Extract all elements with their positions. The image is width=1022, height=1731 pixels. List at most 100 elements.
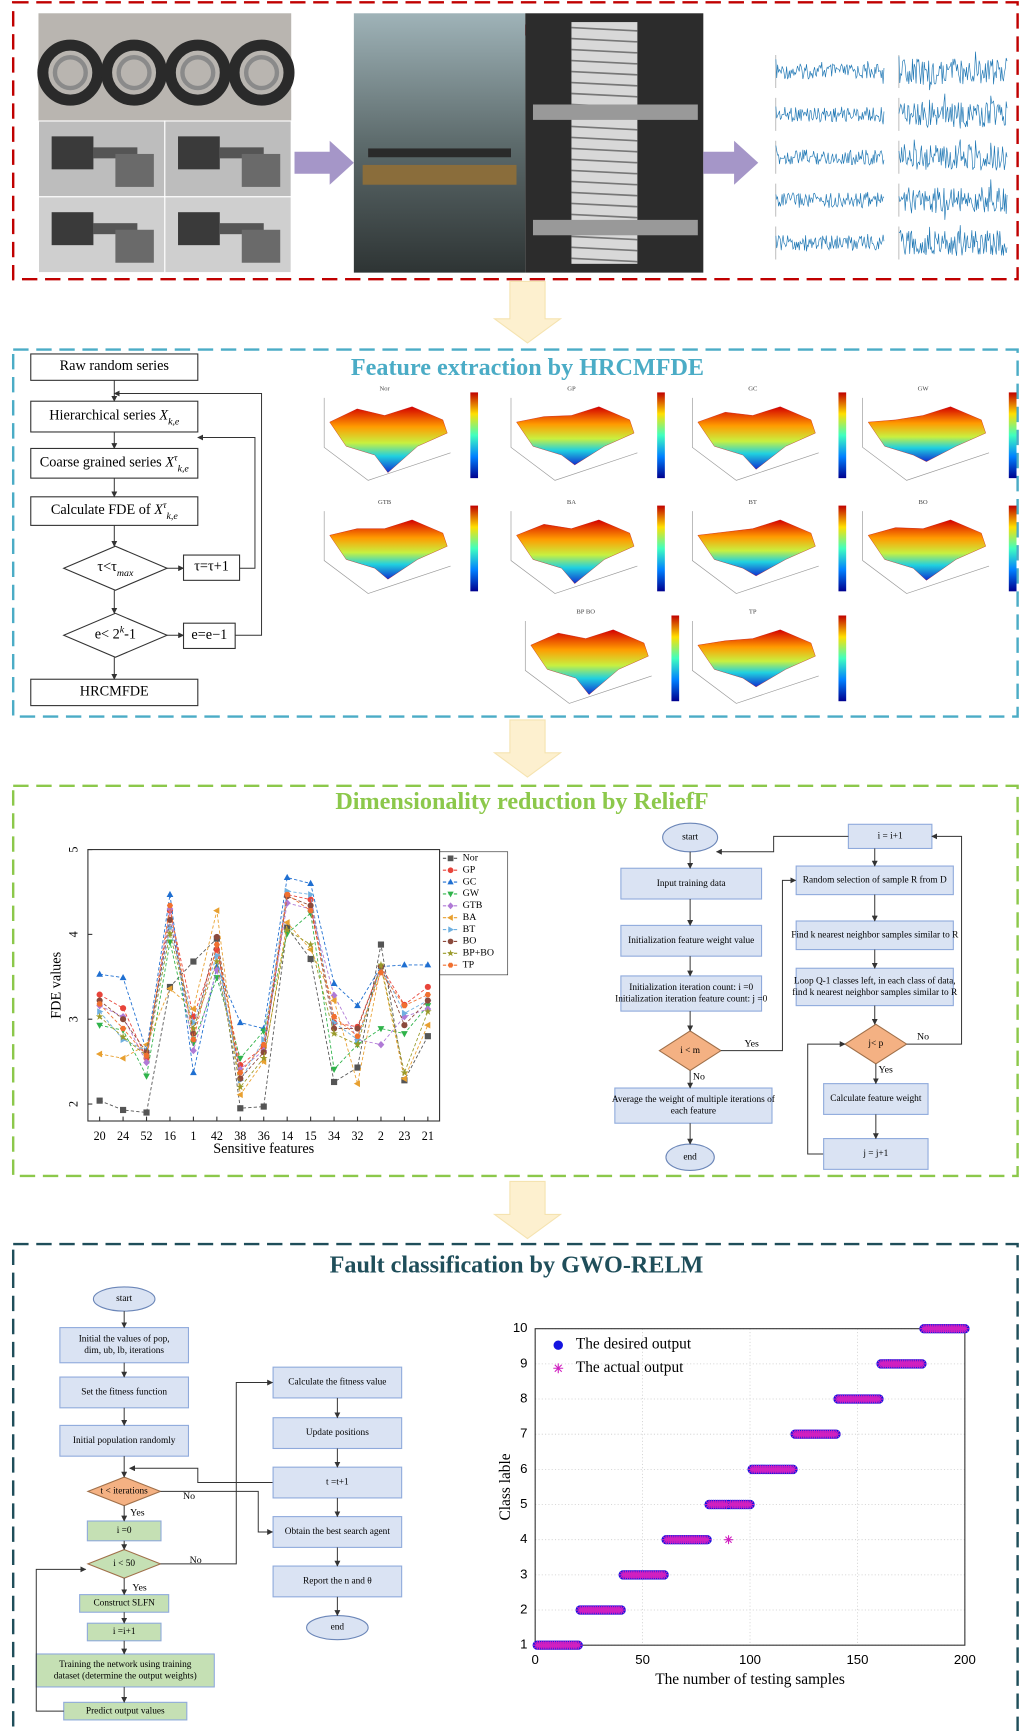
marker — [237, 1019, 244, 1025]
section-title: Fault classification by GWO-RELM — [330, 1252, 704, 1279]
marker — [917, 1359, 926, 1368]
surface-title: TP — [749, 609, 757, 616]
legend-label: The desired output — [576, 1336, 692, 1353]
flow-text: i = i+1 — [878, 832, 903, 842]
legend-label: BT — [463, 924, 476, 935]
surface — [330, 520, 448, 579]
flow-text: Construct SLFN — [93, 1599, 155, 1609]
x-tick-label: 16 — [164, 1129, 176, 1143]
marker — [448, 963, 454, 968]
flow-text-part: -1 — [124, 627, 136, 643]
flow-text-part: k,e — [168, 416, 180, 427]
surface — [330, 407, 448, 473]
flow-text: Random selection of sample R from D — [803, 874, 947, 885]
marker — [143, 1109, 149, 1115]
flow-text-part: e=e−1 — [191, 627, 227, 643]
connector — [721, 880, 796, 1050]
flow-text: j< p — [867, 1039, 883, 1049]
flow-text: i =i+1 — [113, 1627, 136, 1637]
marker — [97, 992, 103, 998]
flow-text: t < iterations — [101, 1486, 149, 1496]
flow-label: Yes — [744, 1038, 759, 1049]
flow-text-part: k,e — [166, 511, 178, 522]
y-tick-label: 3 — [66, 1016, 80, 1022]
marker — [447, 902, 453, 909]
flow-text: end — [331, 1623, 345, 1633]
marker — [448, 855, 454, 861]
marker — [330, 1030, 338, 1037]
photo-testbed — [354, 13, 525, 272]
marker — [96, 1013, 104, 1020]
marker — [724, 1535, 733, 1544]
marker — [120, 974, 127, 980]
marker — [401, 1031, 408, 1037]
y-tick-label: 9 — [520, 1355, 527, 1370]
marker — [237, 1091, 243, 1098]
marker — [746, 1500, 755, 1509]
connector — [160, 1383, 272, 1564]
marker — [237, 1076, 243, 1082]
colorbar — [657, 506, 665, 592]
marker — [425, 992, 431, 997]
surface-title: GC — [748, 386, 758, 393]
x-tick-label: 52 — [140, 1129, 152, 1143]
gear — [242, 230, 280, 263]
flow-text: HRCMFDE — [80, 684, 149, 700]
waveform — [899, 225, 1007, 256]
marker — [143, 1074, 150, 1080]
flow-text: i < m — [680, 1046, 701, 1056]
marker — [354, 1064, 360, 1070]
marker — [308, 902, 314, 908]
x-tick-label: 20 — [94, 1129, 106, 1143]
flow-text: Set the fitness function — [81, 1387, 167, 1398]
marker — [96, 971, 103, 977]
marker — [120, 1107, 126, 1113]
surface-title: GW — [918, 386, 930, 393]
surface — [868, 520, 986, 580]
x-tick-label: 100 — [739, 1652, 761, 1667]
flow-text: start — [682, 833, 698, 843]
flow-text-part: Coarse grained series — [40, 455, 166, 471]
marker — [703, 1535, 712, 1544]
y-tick-label: 2 — [520, 1602, 527, 1617]
marker — [447, 892, 453, 898]
surface-title: BA — [567, 499, 576, 506]
surface — [868, 407, 986, 462]
marker — [213, 907, 219, 914]
flow-text-part: τ — [174, 452, 178, 463]
marker — [97, 1098, 103, 1104]
waveform — [776, 59, 884, 84]
waveform — [776, 192, 884, 208]
surface — [516, 407, 634, 465]
flow-text: Calculate the fitness value — [288, 1377, 386, 1388]
x-tick-label: 50 — [635, 1652, 650, 1667]
section-title: Dimensionality reduction by ReliefF — [335, 788, 708, 815]
y-tick-label: 4 — [520, 1531, 527, 1546]
flow-label: No — [917, 1032, 929, 1043]
flow-text: e< 2k-1 — [95, 624, 136, 643]
marker — [553, 1363, 563, 1373]
marker — [425, 1033, 431, 1039]
marker — [119, 1055, 125, 1062]
marker — [448, 926, 454, 932]
gear — [52, 136, 94, 169]
flow-text: Initialization iteration count: i =0 — [629, 983, 753, 993]
y-tick-label: 1 — [520, 1637, 527, 1652]
marker — [284, 874, 291, 880]
flow-text: Obtain the best search agent — [285, 1527, 391, 1537]
marker — [401, 961, 408, 967]
flow-label: Yes — [879, 1065, 894, 1076]
y-tick-label: 6 — [520, 1461, 527, 1476]
marker — [120, 1026, 126, 1031]
legend-label: TP — [463, 959, 475, 970]
flow-text-part: Calculate FDE of — [51, 502, 154, 518]
x-axis-label: Sensitive features — [213, 1141, 314, 1157]
gear — [52, 212, 94, 245]
colorbar — [470, 506, 478, 592]
marker — [425, 997, 431, 1003]
legend-label: GC — [463, 876, 477, 887]
legend-label: BO — [463, 936, 477, 947]
flow-arrow — [495, 720, 561, 777]
x-axis-label: The number of testing samples — [655, 1671, 845, 1688]
flow-text: find k nearest neighbor samples similar … — [792, 987, 958, 998]
